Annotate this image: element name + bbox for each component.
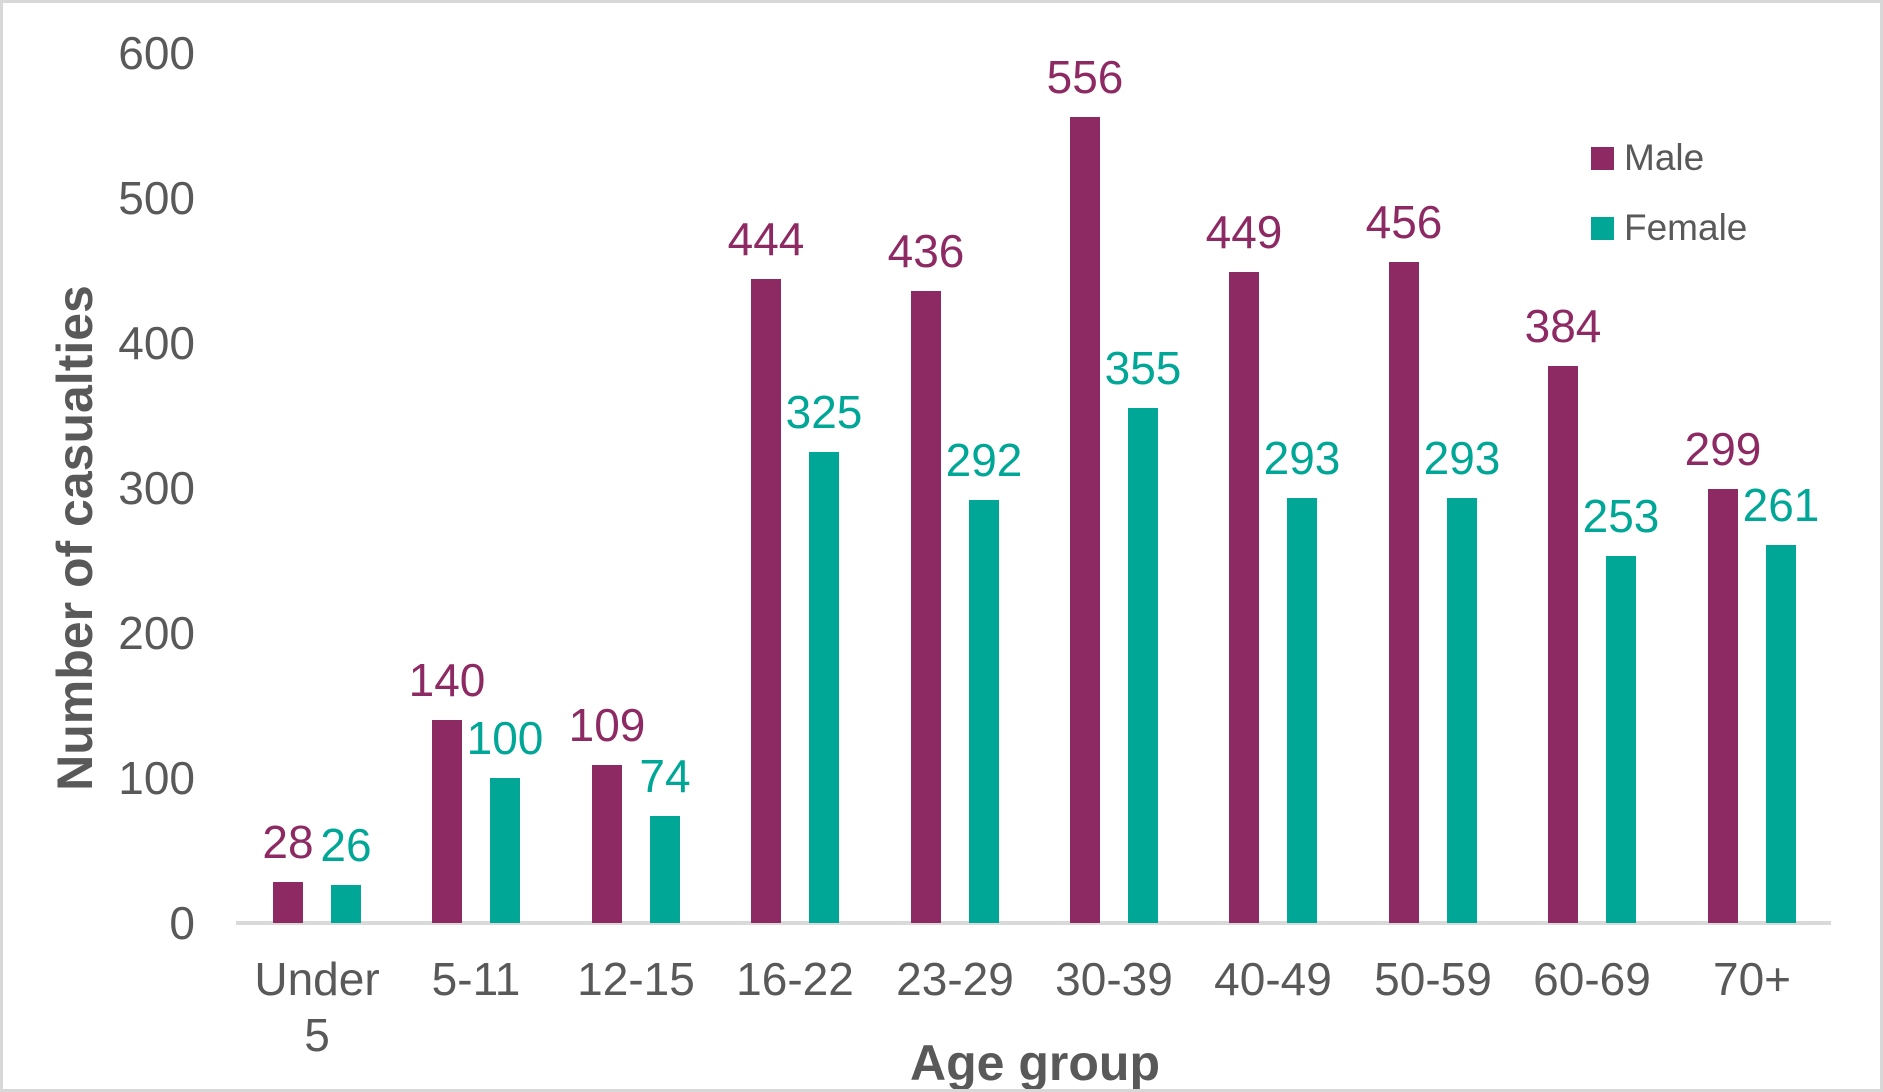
- x-category-30-39: 30-39: [1055, 953, 1173, 1005]
- data-label-male-70: 299: [1684, 423, 1762, 476]
- data-label-female-16-22: 325: [785, 385, 863, 438]
- bar-male-16-22: [751, 279, 781, 923]
- data-label-female-under-5: 26: [320, 819, 372, 872]
- x-category-40-49: 40-49: [1214, 953, 1332, 1005]
- bar-female-23-29: [969, 499, 999, 923]
- bar-male-60-69: [1548, 366, 1578, 923]
- bar-female-16-22: [809, 451, 839, 923]
- bar-male-5-11: [432, 720, 462, 923]
- bar-male-30-39: [1070, 116, 1100, 923]
- y-tick-300: 300: [118, 462, 195, 514]
- data-label-female-5-11: 100: [466, 712, 544, 764]
- data-label-female-12-15: 74: [639, 749, 691, 802]
- legend-item-female: Female: [1591, 205, 1747, 251]
- x-category-50-59: 50-59: [1374, 953, 1492, 1005]
- y-tick-600: 600: [118, 27, 195, 79]
- y-tick-400: 400: [118, 317, 195, 369]
- data-label-male-30-39: 556: [1046, 50, 1124, 103]
- data-label-male-12-15: 109: [568, 698, 646, 751]
- data-label-male-23-29: 436: [887, 224, 965, 277]
- legend-label-male: Male: [1624, 137, 1705, 178]
- data-label-female-50-59: 293: [1423, 432, 1501, 485]
- legend-item-male: Male: [1591, 135, 1747, 181]
- y-tick-0: 0: [169, 897, 195, 949]
- legend-swatch-female: [1591, 216, 1614, 240]
- bar-male-12-15: [592, 764, 622, 923]
- x-category-23-29: 23-29: [896, 953, 1014, 1005]
- data-label-female-30-39: 355: [1104, 342, 1182, 395]
- x-axis-line: [236, 921, 1831, 925]
- bar-female-under-5: [331, 885, 361, 923]
- bar-female-40-49: [1287, 498, 1317, 923]
- data-label-male-5-11: 140: [408, 654, 486, 706]
- legend-swatch-male: [1591, 146, 1614, 170]
- bar-male-23-29: [911, 290, 941, 923]
- x-axis-title: Age group: [910, 1035, 1160, 1091]
- data-label-female-23-29: 292: [945, 433, 1023, 486]
- data-label-male-40-49: 449: [1205, 205, 1283, 258]
- y-tick-200: 200: [118, 607, 195, 659]
- x-category-60-69: 60-69: [1533, 953, 1651, 1005]
- data-label-female-40-49: 293: [1263, 432, 1341, 485]
- bar-female-5-11: [490, 778, 520, 923]
- bar-male-50-59: [1389, 261, 1419, 923]
- x-category-16-22: 16-22: [736, 953, 854, 1005]
- data-label-male-50-59: 456: [1365, 195, 1443, 248]
- bar-male-under-5: [273, 882, 303, 923]
- bar-male-70: [1708, 489, 1738, 923]
- bar-female-70: [1766, 544, 1796, 923]
- legend: Male Female: [1591, 135, 1747, 275]
- data-label-female-60-69: 253: [1582, 490, 1660, 543]
- bar-female-30-39: [1128, 408, 1158, 923]
- data-label-female-70: 261: [1742, 478, 1820, 531]
- legend-label-female: Female: [1624, 207, 1748, 248]
- x-category-12-15: 12-15: [577, 953, 695, 1005]
- data-label-male-60-69: 384: [1524, 300, 1602, 353]
- data-label-male-16-22: 444: [727, 213, 805, 266]
- x-category-5-11: 5-11: [431, 953, 521, 1005]
- bar-female-50-59: [1447, 498, 1477, 923]
- y-tick-100: 100: [118, 752, 195, 804]
- x-category-under-5: Under 5: [254, 953, 380, 1061]
- x-category-70: 70+: [1712, 953, 1792, 1005]
- bar-female-12-15: [650, 815, 680, 923]
- bar-male-40-49: [1229, 271, 1259, 923]
- y-tick-500: 500: [118, 172, 195, 224]
- data-label-male-under-5: 28: [262, 816, 314, 869]
- bar-female-60-69: [1606, 556, 1636, 923]
